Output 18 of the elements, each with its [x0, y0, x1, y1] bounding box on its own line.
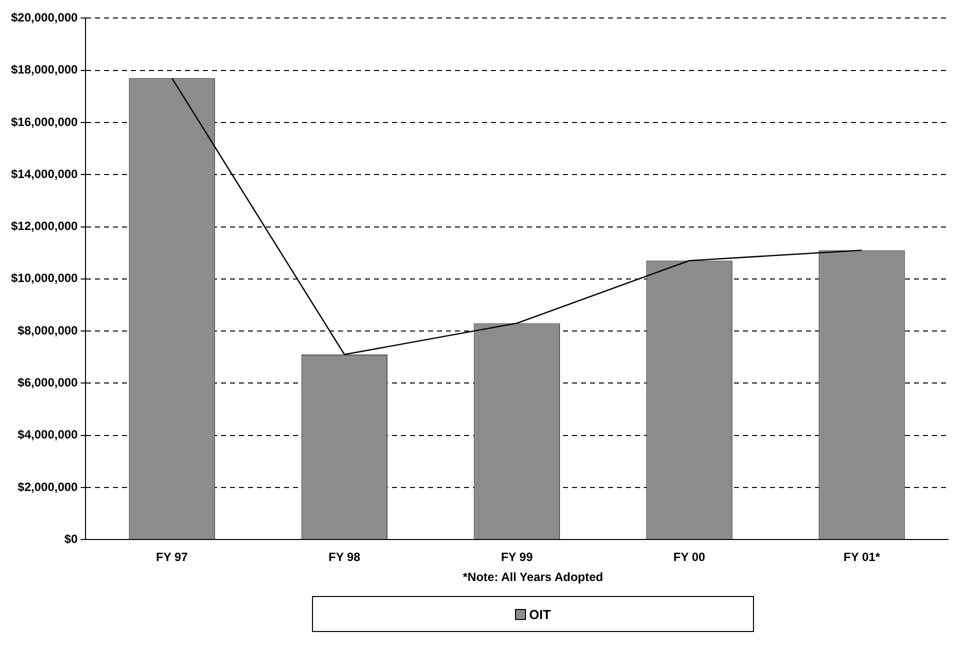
y-tick-label: $20,000,000: [11, 10, 78, 25]
y-tick-label: $0: [64, 532, 78, 546]
x-tick-label: FY 97: [156, 550, 188, 564]
x-tick-label: FY 00: [673, 550, 706, 564]
y-tick-label: $6,000,000: [18, 375, 78, 390]
y-tick-label: $10,000,000: [11, 271, 78, 286]
y-tick-label: $14,000,000: [11, 166, 78, 181]
x-tick-label: FY 01*: [844, 550, 880, 564]
y-tick-label: $12,000,000: [11, 219, 78, 234]
x-tick-label: FY 99: [500, 550, 534, 564]
y-tick-label: $16,000,000: [11, 114, 78, 129]
y-tick-label: $18,000,000: [11, 62, 78, 77]
text: *Note: All Years Adopted: [462, 570, 604, 584]
legend-label: OIT: [529, 606, 551, 622]
x-tick-label: FY 98: [328, 550, 361, 564]
y-tick-label: $8,000,000: [18, 323, 78, 338]
y-tick-label: $4,000,000: [18, 428, 78, 442]
y-tick-label: $2,000,000: [18, 480, 78, 494]
